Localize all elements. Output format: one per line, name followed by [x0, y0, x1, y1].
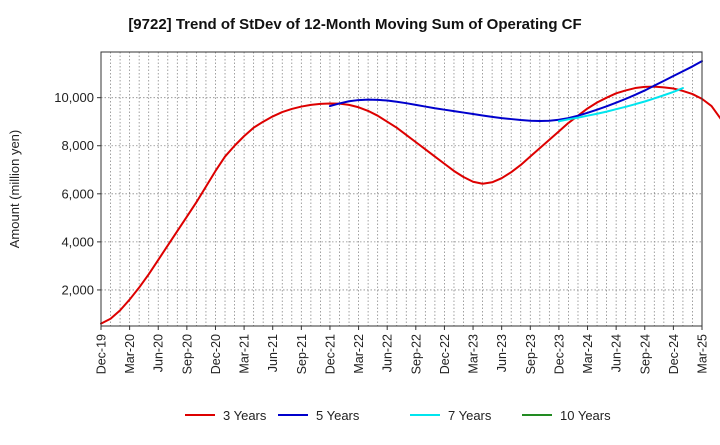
grid [101, 52, 702, 326]
x-tick-label: Jun-20 [152, 334, 166, 372]
legend-label-5-years: 5 Years [316, 408, 360, 423]
legend-label-3-years: 3 Years [223, 408, 267, 423]
x-tick-label: Mar-20 [123, 334, 137, 374]
chart-title: [9722] Trend of StDev of 12-Month Moving… [128, 16, 581, 33]
y-tick-label: 6,000 [61, 186, 94, 201]
x-tick-label: Mar-21 [238, 334, 252, 374]
x-tick-label: Jun-22 [381, 334, 395, 372]
x-tick-label: Jun-23 [495, 334, 509, 372]
y-tick-label: 2,000 [61, 282, 94, 297]
x-tick-label: Mar-25 [696, 334, 710, 374]
legend-label-7-years: 7 Years [448, 408, 492, 423]
x-tick-label: Sep-24 [638, 334, 652, 374]
y-tick-label: 10,000 [54, 90, 94, 105]
x-tick-label: Dec-21 [323, 334, 337, 374]
y-tick-label: 4,000 [61, 234, 94, 249]
x-tick-label: Mar-24 [581, 334, 595, 374]
x-tick-label: Dec-20 [209, 334, 223, 374]
x-tick-label: Dec-19 [95, 334, 109, 374]
x-tick-label: Jun-24 [610, 334, 624, 372]
x-tick-label: Mar-23 [467, 334, 481, 374]
series-lines [100, 60, 720, 325]
x-tick-label: Sep-21 [295, 334, 309, 374]
legend: 3 Years 5 Years 7 Years 10 Years [185, 408, 611, 423]
plot-frame [100, 51, 703, 327]
series-line-5-years [328, 60, 703, 122]
x-tick-label: Jun-21 [266, 334, 280, 372]
x-tick-label: Sep-23 [524, 334, 538, 374]
x-tick-label: Mar-22 [352, 334, 366, 374]
x-tick-label: Dec-23 [552, 334, 566, 374]
y-tick-label: 8,000 [61, 138, 94, 153]
x-tick-label: Sep-22 [409, 334, 423, 374]
x-tick-label: Dec-22 [438, 334, 452, 374]
x-axis-ticks: Dec-19 Mar-20 Jun-20 Sep-20 Dec-20 Mar-21 Jun-… [95, 326, 710, 374]
series-line-7-years [557, 87, 684, 123]
legend-label-10-years: 10 Years [560, 408, 611, 423]
y-axis-label: Amount (million yen) [7, 130, 22, 249]
series-line-3-years [100, 85, 720, 325]
x-tick-label: Sep-20 [180, 334, 194, 374]
x-tick-label: Dec-24 [667, 334, 681, 374]
y-axis-ticks: 2,000 4,000 6,000 8,000 10,000 [54, 90, 101, 297]
